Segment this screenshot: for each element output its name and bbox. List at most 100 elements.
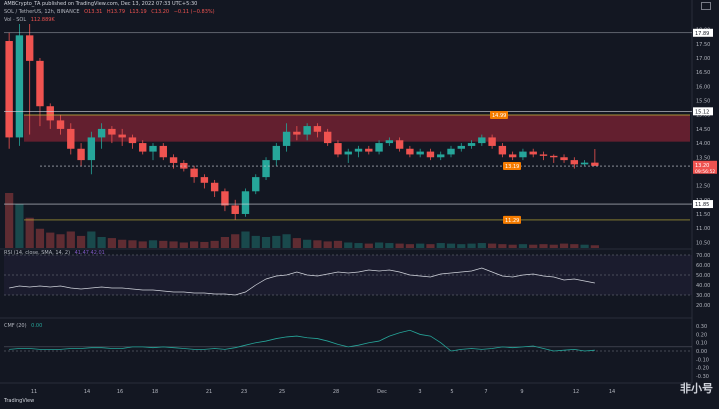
volume-bar [189, 241, 199, 248]
candle-body [560, 157, 568, 161]
candle-body [498, 145, 507, 155]
price-label-box [693, 28, 713, 37]
volume-bar [323, 241, 332, 248]
candle-body [447, 148, 455, 155]
volume-bar [559, 243, 569, 248]
volume-bar [518, 244, 528, 248]
price-label-text: 11.85 [695, 202, 709, 208]
cmf-tick: 0.00 [696, 349, 707, 355]
symbol-label[interactable]: SOL / TetherUS, 12h, BINANCE [4, 9, 80, 15]
volume-bar [272, 235, 281, 248]
cmf-tick: -0.30 [696, 374, 709, 380]
volume-value: 112.889K [30, 17, 55, 23]
volume-bar [76, 235, 86, 248]
volume-bar [200, 241, 209, 248]
publisher-line: AMBCrypto_TA published on TradingView.co… [4, 1, 200, 8]
cmf-value: 0.00 [31, 323, 43, 329]
volume-bar [374, 242, 384, 248]
volume-bar [303, 239, 312, 248]
candle-body [46, 106, 54, 121]
volume-bar [426, 244, 435, 248]
candle-body [221, 191, 229, 206]
volume-bar [416, 243, 425, 248]
ohlc-low: L13.19 [129, 9, 147, 15]
annotation-text: 13.19 [505, 164, 519, 170]
annotation-box [490, 111, 508, 120]
volume-bar [405, 244, 415, 248]
current-price-box [693, 160, 717, 174]
candle-body [252, 177, 260, 192]
candlesticks [5, 24, 599, 220]
rsi-tick: 60.00 [696, 263, 710, 269]
volume-label[interactable]: Vol · SOL [4, 17, 27, 23]
candle-body [426, 151, 435, 158]
volume-bar [313, 240, 322, 248]
symbol-header: SOL / TetherUS, 12h, BINANCE O13.31 H13.… [4, 9, 218, 16]
cmf-pane: 0.30 0.20 0.10 0.00 -0.10 -0.20 -0.30 [4, 324, 709, 380]
volume-bar [138, 241, 147, 248]
price-tick: 17.50 [696, 42, 710, 48]
watermark-text: 非小号 [680, 382, 713, 395]
cmf-label[interactable]: CMF (20) [4, 323, 27, 329]
cmf-tick: 0.10 [696, 341, 707, 347]
tradingview-logo-icon[interactable]: TradingView [4, 398, 34, 404]
volume-bars [5, 193, 599, 248]
countdown-text: 09:56:52 [695, 169, 715, 175]
volume-bar [354, 243, 363, 248]
candle-body [5, 41, 13, 138]
volume-bar [169, 241, 178, 248]
candle-body [313, 126, 322, 132]
price-tick: 15.00 [696, 113, 710, 119]
price-tick: 10.50 [696, 240, 710, 246]
time-tick: 12 [573, 389, 579, 395]
price-tick: 12.50 [696, 184, 710, 190]
volume-bar [46, 232, 55, 248]
volume-bar [364, 243, 373, 248]
ohlc-change: −0.11 (−0.83%) [173, 9, 215, 15]
candle-body [539, 154, 548, 156]
watermark: 非小号 [680, 380, 713, 396]
cmf-header: CMF (20) 0.00 [4, 323, 45, 330]
supply-zone-rect [24, 114, 690, 142]
volume-bar [457, 244, 466, 248]
time-tick: 21 [206, 389, 212, 395]
rsi-tick: 30.00 [696, 293, 710, 299]
candle-body [478, 137, 486, 144]
candle-body [508, 154, 517, 158]
volume-bar [477, 243, 486, 248]
volume-bar [179, 242, 188, 248]
time-tick: 3 [418, 389, 421, 395]
candle-body [385, 140, 394, 144]
candle-body [190, 168, 198, 178]
rsi-line [9, 267, 595, 296]
candle-body [25, 35, 34, 61]
candle-body [395, 140, 404, 149]
candle-body [416, 151, 424, 155]
volume-bar [35, 228, 45, 248]
ohlc-open: O13.31 [84, 9, 103, 15]
volume-bar [580, 244, 589, 248]
candle-body [241, 191, 250, 214]
annotation-box [503, 162, 521, 171]
price-axis: 18.0017.5017.0016.5016.0015.5015.0014.50… [693, 28, 717, 246]
candle-body [282, 131, 291, 146]
rsi-label[interactable]: RSI (14, close, SMA, 14, 2) [4, 250, 71, 256]
rsi-tick: 40.00 [696, 283, 710, 289]
volume-bar [128, 240, 137, 248]
candle-body [231, 205, 239, 214]
volume-bar [231, 234, 240, 248]
candle-body [334, 143, 342, 155]
volume-bar [498, 244, 507, 248]
candle-body [570, 160, 579, 165]
volume-bar [549, 244, 558, 248]
candle-body [529, 151, 537, 155]
volume-bar [87, 231, 96, 248]
rsi-tick: 20.00 [696, 303, 710, 309]
volume-bar [251, 235, 260, 248]
volume-bar [539, 244, 548, 248]
camera-icon[interactable] [701, 2, 711, 10]
cmf-tick: 0.20 [696, 332, 707, 338]
price-tick: 15.50 [696, 99, 710, 105]
candle-body [365, 148, 373, 152]
